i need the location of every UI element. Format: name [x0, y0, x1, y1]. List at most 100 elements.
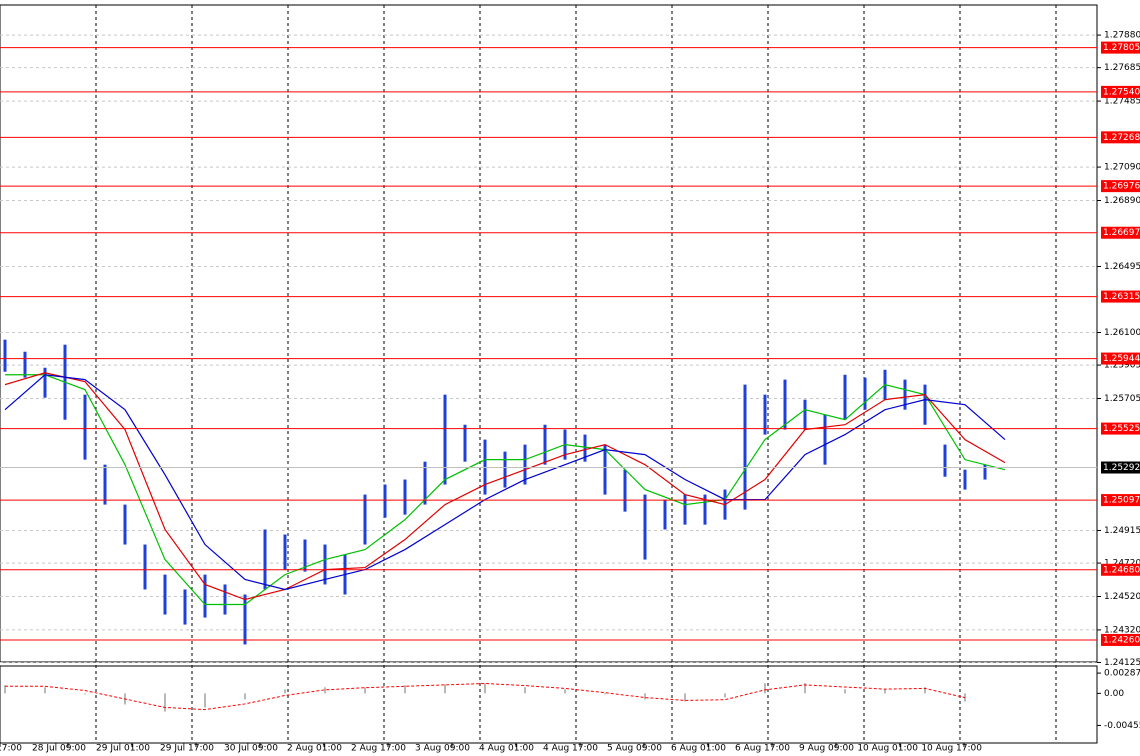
- x-tick-label: 9 Aug 09:00: [799, 744, 854, 754]
- y-tick-label: 1.24320: [1104, 625, 1140, 635]
- histogram-bar: [4, 685, 6, 694]
- price-bar: [83, 394, 87, 460]
- y-tick-label: 1.27880: [1104, 31, 1140, 41]
- level-label: 1.25097: [1103, 496, 1140, 506]
- histogram-bar: [604, 693, 606, 695]
- level-tag: [1101, 352, 1140, 365]
- level-label: 1.26315: [1103, 292, 1140, 302]
- level-label: 1.24680: [1103, 565, 1140, 575]
- level-label: 1.27540: [1103, 87, 1140, 97]
- price-bar: [943, 444, 947, 477]
- vertical-grid: [95, 5, 1057, 743]
- level-tag: [1101, 563, 1140, 576]
- y-tick-label: 1.27090: [1104, 163, 1140, 173]
- price-bar: [23, 351, 27, 378]
- y-tick-label: 1.27485: [1104, 97, 1140, 107]
- price-bar: [623, 469, 627, 512]
- y-tick-label: 0.00: [1104, 689, 1124, 699]
- price-bar: [363, 494, 367, 545]
- price-bar: [783, 379, 787, 430]
- price-pane-frame: [0, 4, 1098, 663]
- histogram-bar: [324, 687, 326, 694]
- price-bar: [123, 504, 127, 545]
- y-tick-label: -0.00455: [1104, 721, 1140, 731]
- price-bar: [443, 394, 447, 485]
- price-bar: [3, 339, 7, 372]
- histogram-bar: [684, 693, 686, 702]
- histogram-bar: [44, 687, 46, 694]
- price-bar: [163, 574, 167, 615]
- price-bar: [263, 529, 267, 590]
- level-label: 1.26697: [1103, 228, 1140, 238]
- x-tick-label: 5 Aug 09:00: [607, 744, 662, 754]
- level-tag: [1101, 131, 1140, 144]
- histogram-bar: [724, 693, 726, 698]
- price-bar: [223, 584, 227, 615]
- moving-average: [4, 374, 1006, 591]
- x-tick-label: 30 Jul 09:00: [224, 744, 278, 754]
- histogram-bar: [244, 693, 246, 700]
- price-bar: [683, 494, 687, 525]
- price-bar: [583, 434, 587, 462]
- price-bar: [643, 494, 647, 560]
- level-tag: [1101, 180, 1140, 193]
- price-bar: [963, 469, 967, 490]
- price-bar: [843, 374, 847, 420]
- price-bar: [103, 464, 107, 505]
- level-tag: [1101, 494, 1140, 507]
- level-tag: [1101, 41, 1140, 54]
- level-tag: [1101, 226, 1140, 239]
- moving-average: [5, 374, 1006, 606]
- last-price-tag: [1101, 461, 1140, 474]
- histogram-bar: [404, 685, 406, 694]
- y-tick-label: 1.26890: [1104, 196, 1140, 206]
- x-tick-label: 4 Aug 01:00: [479, 744, 534, 754]
- oscillator-pane-frame: [0, 665, 1098, 744]
- price-bar: [283, 534, 287, 570]
- price-bar: [323, 544, 327, 585]
- price-bar: [423, 461, 427, 505]
- level-tag: [1101, 85, 1140, 98]
- x-tick-label: 4 Aug 17:00: [543, 744, 598, 754]
- y-tick-label: 1.25705: [1104, 394, 1140, 404]
- histogram-bar: [804, 683, 806, 694]
- price-bar: [523, 444, 527, 485]
- y-tick-label: 1.24720: [1104, 559, 1140, 569]
- x-tick-label: 6 Aug 01:00: [671, 744, 726, 754]
- price-bar: [243, 594, 247, 645]
- level-tag: [1101, 290, 1140, 303]
- x-tick-label: 3 Aug 09:00: [415, 744, 470, 754]
- price-bar: [923, 384, 927, 425]
- level-label: 1.24260: [1103, 635, 1140, 645]
- level-label: 1.27268: [1103, 133, 1140, 143]
- y-tick-label: 1.24915: [1104, 526, 1140, 536]
- histogram-bar: [924, 687, 926, 694]
- signal-line: [5, 682, 966, 711]
- price-bar: [983, 464, 987, 480]
- price-bar: [703, 494, 707, 525]
- price-bar: [663, 499, 667, 530]
- x-tick-label: 10 Aug 17:00: [921, 744, 982, 754]
- price-bar: [403, 479, 407, 515]
- level-label: 1.25944: [1103, 354, 1140, 364]
- price-bar: [463, 424, 467, 462]
- x-tick-label: 29 Jul 17:00: [160, 744, 214, 754]
- level-label: 1.27805: [1103, 43, 1140, 53]
- y-tick-label: 1.24125: [1104, 658, 1140, 668]
- histogram-bar: [484, 683, 486, 694]
- price-bar: [743, 384, 747, 510]
- price-bar: [803, 399, 807, 430]
- histogram-bar: [524, 687, 526, 694]
- x-tick-label: 10 Aug 01:00: [857, 744, 918, 754]
- x-tick-label: 29 Jul 01:00: [96, 744, 150, 754]
- price-bar: [43, 367, 47, 398]
- level-tag: [1101, 633, 1140, 646]
- histogram-bar: [84, 693, 86, 695]
- histogram-bar: [444, 684, 446, 694]
- price-bar: [903, 379, 907, 410]
- y-tick-label: 1.24520: [1104, 592, 1140, 602]
- price-bar: [863, 377, 867, 410]
- y-tick-label: 1.26495: [1104, 262, 1140, 272]
